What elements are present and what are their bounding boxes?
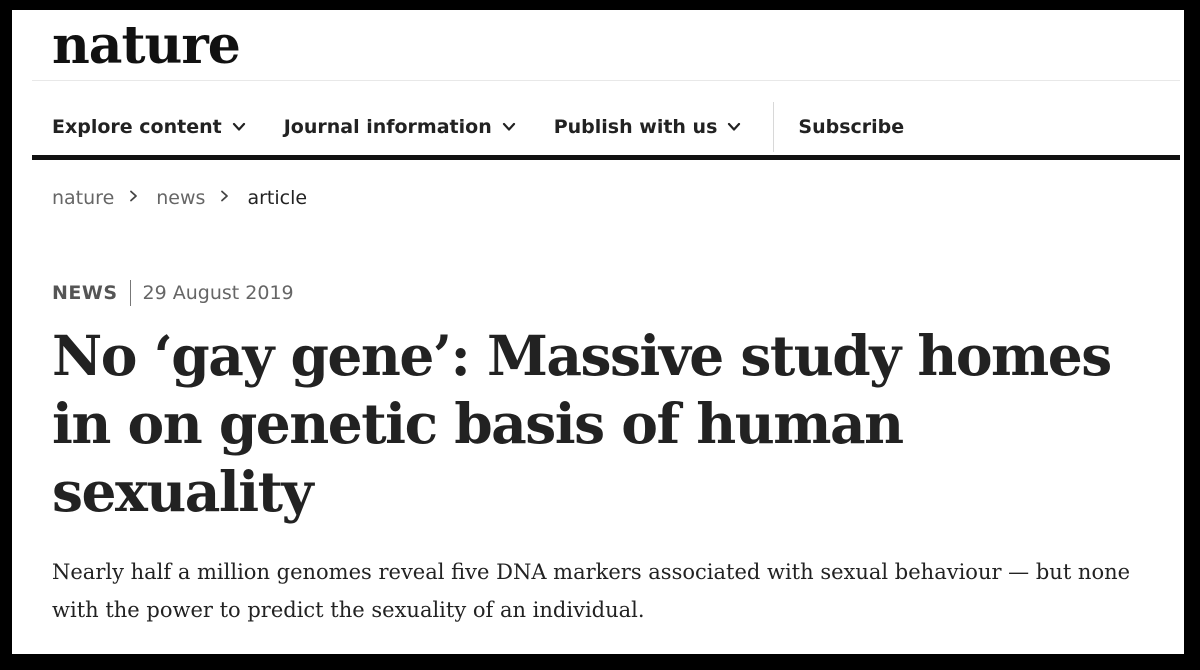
nav-item-label: Journal information	[283, 116, 492, 138]
nav-divider	[773, 102, 775, 152]
meta-divider	[129, 280, 131, 306]
breadcrumb: nature news article	[52, 187, 307, 209]
article-type-label[interactable]: NEWS	[52, 282, 118, 304]
nav-publish-with-us[interactable]: Publish with us	[554, 116, 742, 138]
chevron-down-icon	[502, 122, 515, 131]
header-divider	[32, 80, 1180, 81]
article-headline: No ‘gay gene’: Massive study homes in on…	[52, 323, 1112, 524]
nav-item-label: Explore content	[52, 116, 222, 138]
subscribe-label: Subscribe	[798, 116, 905, 138]
chevron-right-icon	[221, 190, 229, 202]
nav-explore-content[interactable]: Explore content	[52, 116, 246, 138]
chevron-down-icon	[232, 122, 245, 131]
nav-journal-information[interactable]: Journal information	[284, 116, 516, 138]
main-nav: Explore content Journal information Publ…	[52, 102, 942, 152]
chevron-down-icon	[728, 122, 741, 131]
chevron-right-icon	[130, 190, 138, 202]
breadcrumb-item-nature[interactable]: nature	[52, 187, 115, 209]
publish-date: 29 August 2019	[142, 282, 294, 304]
nature-logo[interactable]: nature	[52, 15, 241, 76]
subscribe-link[interactable]: Subscribe	[798, 116, 904, 138]
article-page: nature Explore content Journal informati…	[12, 10, 1184, 654]
nav-item-label: Publish with us	[553, 116, 718, 138]
article-meta: NEWS 29 August 2019	[52, 280, 294, 306]
breadcrumb-item-article: article	[247, 187, 308, 209]
breadcrumb-item-news[interactable]: news	[156, 187, 206, 209]
article-standfirst: Nearly half a million genomes reveal fiv…	[52, 560, 1131, 622]
nav-bottom-rule	[32, 155, 1180, 160]
